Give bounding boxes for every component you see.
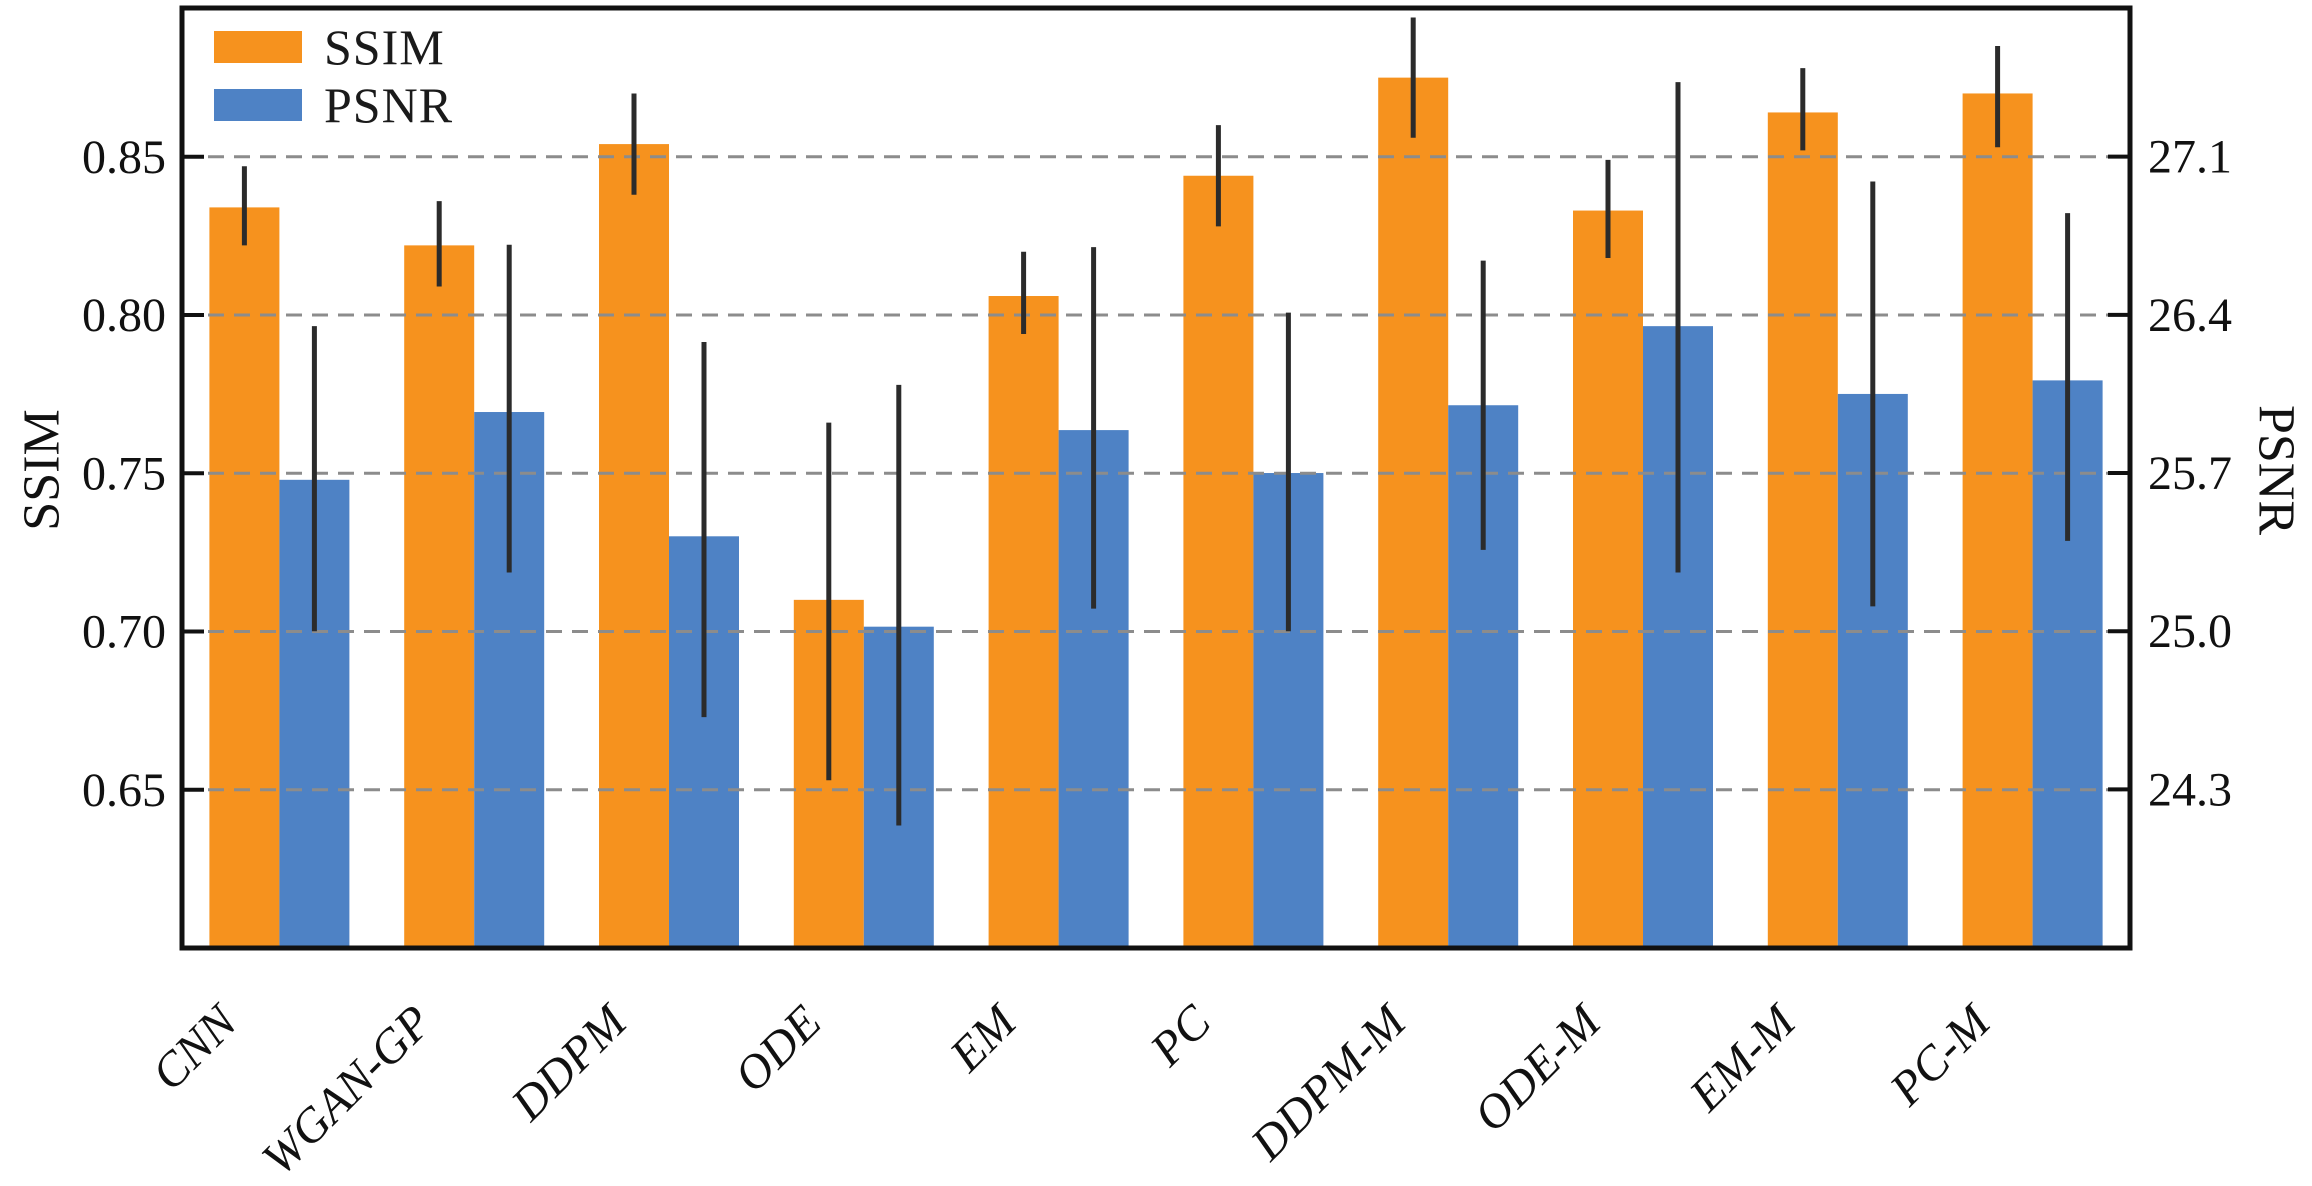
bar-ssim-DDPM — [599, 144, 669, 949]
left-axis-title: SSIM — [13, 409, 71, 531]
bar-ssim-PC — [1183, 175, 1254, 948]
legend-swatch-psnr — [214, 89, 302, 121]
x-tick-label-DDPM-M: DDPM-M — [1240, 993, 1418, 1171]
x-tick-label-WGAN-GP: WGAN-GP — [252, 995, 442, 1185]
legend-label-psnr: PSNR — [324, 77, 454, 133]
left-tick-label-0.70: 0.70 — [82, 606, 166, 659]
x-tick-label-DDPM: DDPM — [501, 993, 639, 1131]
legend-swatch-ssim — [214, 31, 302, 63]
right-axis-title: PSNR — [2247, 404, 2305, 536]
legend: SSIM PSNR — [214, 22, 453, 130]
x-tick-label-PC-M: PC-M — [1879, 993, 2002, 1116]
plot-frame — [179, 5, 2133, 951]
right-tick-label-25.0: 25.0 — [2148, 605, 2232, 658]
x-tick-label-ODE: ODE — [724, 995, 831, 1102]
legend-item-ssim: SSIM — [214, 22, 453, 72]
bar-ssim-ODE-M — [1573, 210, 1643, 948]
left-tick-label-0.80: 0.80 — [82, 289, 166, 342]
bar-ssim-DDPM-M — [1378, 77, 1449, 948]
right-tick-label-27.1: 27.1 — [2148, 131, 2232, 184]
right-tick-label-25.7: 25.7 — [2148, 447, 2232, 500]
left-tick-label-0.75: 0.75 — [82, 447, 166, 500]
bar-ssim-EM — [988, 296, 1059, 949]
bar-ssim-CNN — [209, 207, 280, 949]
left-tick-label-0.65: 0.65 — [82, 764, 166, 817]
right-tick-label-24.3: 24.3 — [2148, 763, 2232, 816]
legend-item-psnr: PSNR — [214, 80, 453, 130]
right-tick-label-26.4: 26.4 — [2148, 289, 2232, 342]
x-tick-label-ODE-M: ODE-M — [1464, 993, 1613, 1142]
bar-ssim-PC-M — [1962, 93, 2033, 949]
legend-label-ssim: SSIM — [324, 19, 445, 75]
bar-ssim-WGAN-GP — [404, 245, 475, 949]
x-tick-label-EM: EM — [939, 993, 1028, 1082]
bar-ssim-EM-M — [1767, 112, 1838, 948]
x-tick-label-EM-M: EM-M — [1679, 993, 1808, 1122]
x-tick-label-PC: PC — [1140, 995, 1222, 1077]
left-tick-label-0.85: 0.85 — [82, 131, 166, 184]
x-tick-label-CNN: CNN — [142, 993, 250, 1101]
